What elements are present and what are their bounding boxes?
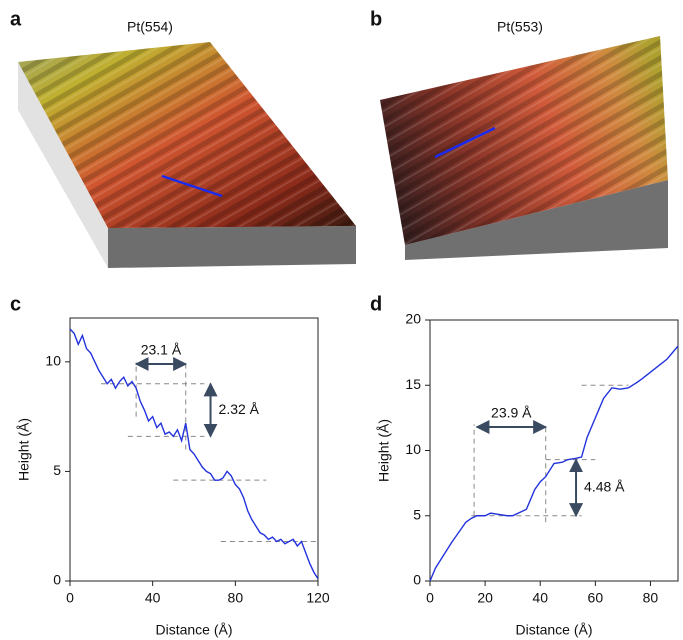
x-tick-label: 0 [66, 590, 74, 606]
data-line [69, 328, 319, 580]
annotation-text: 2.32 Å [219, 401, 260, 417]
annotation-text: 23.9 Å [491, 405, 532, 421]
x-tick-label: 40 [532, 590, 548, 606]
x-axis-label: Distance (Å) [155, 622, 232, 638]
y-tick-label: 5 [413, 506, 421, 522]
y-tick-label: 5 [53, 462, 61, 478]
front-face [405, 180, 668, 260]
x-tick-label: 40 [145, 590, 161, 606]
plot-frame [429, 319, 679, 582]
surface-texture [18, 42, 356, 228]
x-tick-label: 80 [643, 590, 659, 606]
panel-label: a [10, 8, 22, 30]
panel-label: d [370, 293, 382, 315]
y-axis-label: Height (Å) [16, 418, 32, 481]
plot-frame [69, 317, 319, 582]
panel-b: b Pt(553) [370, 8, 668, 260]
profile-line [161, 174, 223, 198]
y-tick-label: 0 [53, 572, 61, 588]
y-axis-label: Height (Å) [376, 419, 392, 482]
x-tick-label: 120 [306, 590, 330, 606]
chart: c 0 5 10 0 40 80 120 Distance (Å) Height (Å) 23.1 … [10, 293, 330, 637]
x-axis-label: Distance (Å) [515, 622, 592, 638]
front-face [108, 226, 356, 268]
x-tick-label: 20 [477, 590, 493, 606]
panel-title: Pt(554) [127, 19, 173, 35]
x-tick-label: 60 [588, 590, 604, 606]
chart: d 0 5 10 15 20 0 20 40 60 80 Distance (Å) Height (Å)… [370, 293, 679, 638]
x-tick-label: 80 [228, 590, 244, 606]
y-tick-label: 20 [405, 311, 421, 327]
y-tick-label: 15 [405, 376, 421, 392]
profile-line [434, 126, 496, 159]
x-tick-label: 0 [426, 590, 434, 606]
panel-title: Pt(553) [497, 19, 543, 35]
panel-a: a Pt(554) [10, 8, 356, 268]
y-tick-label: 10 [45, 353, 61, 369]
annotation-text: 23.1 Å [141, 342, 182, 358]
surface-texture [380, 36, 668, 245]
panel-label: c [10, 293, 21, 315]
side-face [18, 62, 108, 268]
y-tick-label: 0 [413, 572, 421, 588]
panel-label: b [370, 8, 382, 30]
annotation-text: 4.48 Å [584, 478, 625, 494]
data-line [429, 345, 679, 582]
y-tick-label: 10 [405, 441, 421, 457]
